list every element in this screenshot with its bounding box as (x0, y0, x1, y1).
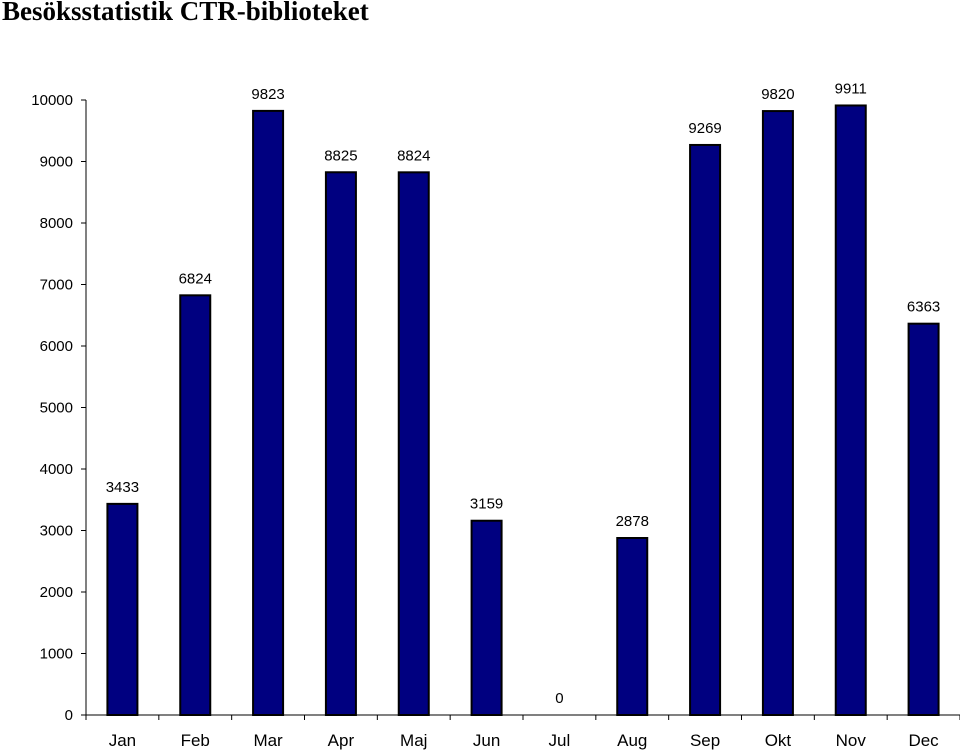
data-label: 3159 (470, 496, 503, 513)
data-label: 9911 (835, 80, 867, 97)
bar-apr (324, 171, 357, 716)
bars (106, 104, 940, 717)
y-tick-label: 2000 (40, 584, 73, 601)
x-tick-label: Okt (765, 731, 792, 750)
data-label: 6363 (907, 299, 940, 316)
bar-sep (689, 143, 722, 717)
y-tick-label: 8000 (40, 215, 73, 232)
y-tick-label: 6000 (40, 338, 73, 355)
data-label: 0 (555, 690, 563, 707)
y-tick-label: 7000 (40, 277, 73, 294)
x-tick-label: Jun (473, 731, 500, 750)
x-tick-label: Mar (253, 731, 283, 750)
data-label: 9269 (688, 120, 721, 137)
x-tick-label: Dec (908, 731, 939, 750)
bar-jan (106, 502, 139, 717)
y-tick-label: 1000 (40, 646, 73, 663)
x-tick-label: Feb (181, 731, 210, 750)
y-tick-label: 0 (65, 707, 73, 724)
x-tick-label: Sep (690, 731, 720, 750)
bar-mar (252, 109, 285, 716)
data-label: 9823 (251, 86, 284, 103)
x-tick-label: Jul (549, 731, 571, 750)
y-tick-label: 5000 (40, 400, 73, 417)
y-tick-label: 10000 (31, 92, 73, 109)
data-label: 8825 (324, 147, 357, 164)
bar-feb (179, 294, 212, 716)
x-tick-label: Nov (836, 731, 867, 750)
data-label: 6824 (179, 270, 212, 287)
data-labels: 3433 6824 9823 8825 8824 3159 0 2878 9269 9820 991… (106, 80, 941, 707)
chart-title: Besöksstatistik CTR-biblioteket (2, 0, 369, 26)
data-label: 3433 (106, 479, 139, 496)
data-label: 2878 (616, 513, 649, 530)
data-label: 9820 (761, 86, 794, 103)
x-tick-label: Maj (400, 731, 427, 750)
bar-jun (470, 519, 503, 716)
x-tick-label: Aug (617, 731, 647, 750)
bar-nov (834, 104, 867, 716)
x-tick-label: Jan (109, 731, 136, 750)
y-tick-label: 4000 (40, 461, 73, 478)
y-axis: 0 1000 2000 3000 4000 5000 6000 7000 8000 9000 100… (31, 92, 87, 724)
x-axis: Jan Feb Mar Apr Maj Jun Jul Aug Sep Okt Nov Dec (85, 714, 960, 750)
x-tick-label: Apr (328, 731, 355, 750)
y-tick-label: 9000 (40, 154, 73, 171)
data-label: 8824 (397, 147, 430, 164)
y-tick-label: 3000 (40, 523, 73, 540)
bar-dec (907, 322, 940, 716)
bar-maj (397, 171, 430, 717)
bar-aug (616, 537, 649, 716)
bar-okt (761, 110, 794, 716)
